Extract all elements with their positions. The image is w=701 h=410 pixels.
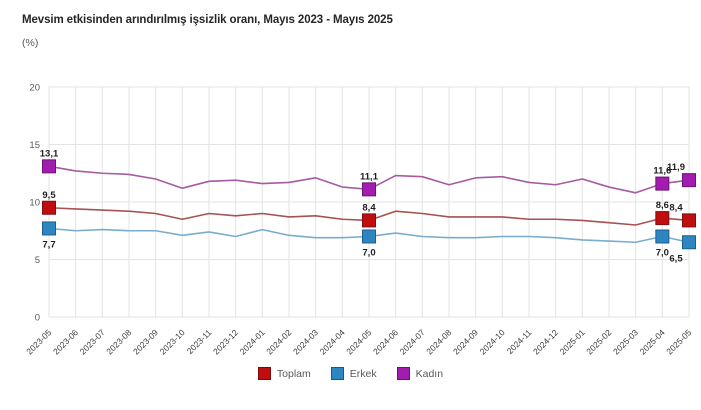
- data-point-label: 8,4: [669, 202, 683, 213]
- data-marker-erkek: [42, 221, 56, 236]
- data-point-label: 8,4: [362, 202, 376, 213]
- x-axis-tick-label: 2023-10: [158, 327, 187, 356]
- legend-swatch-toplam: [257, 367, 271, 380]
- legend-label-kadin: Kadın: [415, 367, 444, 380]
- data-point-label: 11,6: [653, 166, 671, 177]
- data-point-label: 11,1: [360, 171, 379, 182]
- x-axis-tick-label: 2025-02: [584, 327, 613, 356]
- data-point-label: 11,9: [667, 162, 685, 173]
- x-axis-tick-label: 2024-06: [371, 327, 400, 356]
- x-axis-tick-label: 2024-02: [264, 327, 293, 356]
- data-marker-toplam: [42, 200, 56, 215]
- y-axis-tick-label: 20: [29, 83, 40, 94]
- legend-item-kadin: Kadın: [396, 367, 444, 380]
- x-axis-tick-label: 2024-11: [505, 327, 534, 356]
- data-marker-toplam: [655, 211, 670, 226]
- x-axis-tick-label: 2024-05: [344, 327, 373, 356]
- x-axis-tick-label: 2024-03: [291, 327, 320, 356]
- data-point-label: 7,7: [42, 239, 55, 250]
- x-axis-tick-label: 2024-07: [398, 327, 427, 356]
- x-axis-tick-label: 2023-06: [51, 327, 80, 356]
- x-axis-tick-label: 2024-08: [424, 327, 453, 356]
- legend-label-toplam: Toplam: [276, 367, 311, 380]
- data-point-label: 7,0: [362, 248, 375, 259]
- x-axis-tick-label: 2024-04: [318, 327, 347, 356]
- x-axis-tick-label: 2024-09: [451, 327, 480, 356]
- legend-item-toplam: Toplam: [257, 367, 311, 380]
- x-axis-tick-label: 2024-01: [238, 327, 267, 356]
- x-axis-tick-label: 2023-07: [78, 327, 107, 356]
- data-point-label: 13,1: [40, 148, 59, 159]
- x-axis-tick-label: 2023-08: [104, 327, 133, 356]
- x-axis-tick-label: 2025-05: [664, 327, 693, 356]
- x-axis-tick-label: 2023-12: [211, 327, 240, 356]
- data-point-label: 6,5: [669, 253, 683, 264]
- legend-swatch-kadin: [396, 367, 410, 380]
- data-marker-erkek: [682, 235, 696, 250]
- legend-label-erkek: Erkek: [349, 367, 377, 380]
- x-axis-tick-label: 2025-01: [558, 327, 587, 356]
- x-axis-tick-label: 2023-09: [131, 327, 160, 356]
- y-axis-tick-label: 5: [35, 255, 40, 266]
- data-marker-kadın: [42, 159, 56, 174]
- x-axis-tick-label: 2023-05: [24, 327, 53, 356]
- chart-unit-label: (%): [22, 37, 39, 49]
- data-point-label: 8,6: [656, 200, 669, 211]
- x-axis-tick-label: 2024-10: [478, 327, 507, 356]
- y-axis-tick-label: 10: [29, 198, 40, 209]
- chart-legend: Toplam Erkek Kadın: [0, 367, 701, 380]
- data-point-label: 7,0: [656, 248, 669, 259]
- y-axis-tick-label: 0: [35, 313, 40, 324]
- x-axis-tick-label: 2025-03: [611, 327, 640, 356]
- legend-item-erkek: Erkek: [330, 367, 377, 380]
- x-axis-tick-label: 2025-04: [638, 327, 667, 356]
- data-marker-kadın: [682, 173, 696, 188]
- y-axis-tick-label: 15: [29, 140, 40, 151]
- legend-swatch-erkek: [330, 367, 344, 380]
- data-marker-erkek: [362, 229, 376, 244]
- x-axis-tick-label: 2023-11: [185, 327, 214, 356]
- data-marker-erkek: [655, 229, 670, 244]
- chart-title: Mevsim etkisinden arındırılmış işsizlik …: [22, 14, 393, 26]
- data-marker-toplam: [362, 213, 376, 228]
- data-marker-kadın: [655, 176, 670, 191]
- data-marker-kadın: [362, 182, 376, 197]
- x-axis-tick-label: 2024-12: [531, 327, 560, 356]
- data-point-label: 9,5: [42, 190, 56, 201]
- data-marker-toplam: [682, 213, 696, 228]
